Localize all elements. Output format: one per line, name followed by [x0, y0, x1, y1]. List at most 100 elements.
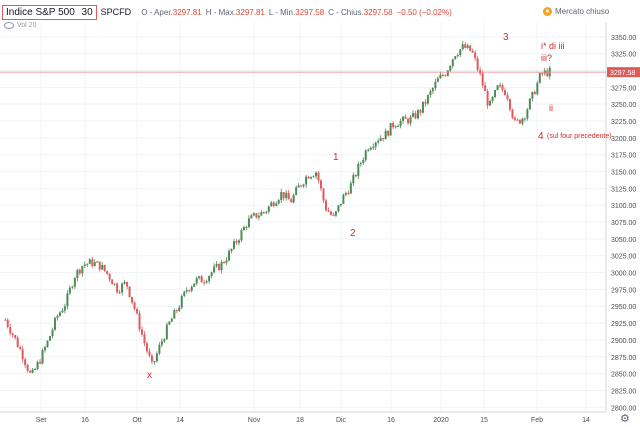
candle-body	[198, 276, 201, 279]
candle-body	[86, 263, 89, 265]
x-tick-label: 15	[480, 417, 488, 424]
candle-body	[103, 264, 106, 272]
candle-body	[451, 59, 454, 67]
candle-body	[416, 110, 419, 119]
x-tick-label: Ott	[132, 417, 141, 424]
volume-indicator[interactable]: Vol 20	[4, 22, 36, 29]
candle-body	[454, 56, 457, 60]
candle-body	[252, 213, 255, 216]
candle-body	[220, 262, 223, 271]
candle-body	[394, 126, 397, 128]
candle-body	[262, 212, 265, 214]
wave-label: 3	[503, 32, 509, 43]
candle-body	[302, 184, 305, 187]
x-tick-label: 14	[582, 417, 590, 424]
y-tick-label: 3000.00	[611, 271, 636, 278]
candle-body	[496, 85, 499, 91]
candle-body	[237, 240, 240, 243]
candle-body	[245, 226, 248, 228]
candle-body	[367, 149, 370, 151]
candle-body	[516, 119, 519, 121]
candle-body	[14, 335, 17, 338]
y-tick-label: 3025.00	[611, 254, 636, 261]
candle-body	[324, 200, 327, 211]
candle-body	[494, 90, 497, 98]
candle-body	[49, 336, 51, 341]
candle-body	[272, 202, 275, 206]
candle-body	[136, 309, 139, 314]
candle-body	[508, 99, 511, 110]
y-tick-label: 3350.00	[611, 35, 636, 42]
candle-body	[421, 101, 424, 113]
eye-icon[interactable]	[4, 22, 14, 29]
candle-body	[93, 262, 96, 266]
y-tick-label: 2925.00	[611, 321, 636, 328]
candle-body	[399, 120, 402, 126]
candle-body	[88, 259, 91, 264]
candle-body	[429, 91, 432, 96]
candle-body	[344, 192, 347, 195]
candle-body	[364, 150, 367, 160]
candle-body	[39, 361, 42, 364]
candle-body	[528, 98, 531, 110]
wave-label: x	[147, 370, 152, 381]
candle-body	[128, 286, 131, 297]
candle-body	[113, 283, 116, 285]
y-tick-label: 2825.00	[611, 388, 636, 395]
candle-body	[282, 192, 285, 199]
candle-body	[61, 310, 64, 313]
candle-body	[486, 91, 489, 106]
candle-body	[131, 296, 134, 303]
candle-body	[387, 130, 390, 136]
candle-body	[138, 313, 141, 330]
candle-body	[424, 101, 427, 104]
candle-body	[257, 215, 260, 218]
candle-body	[546, 70, 549, 77]
candle-body	[53, 317, 56, 330]
candle-body	[188, 290, 191, 292]
candle-body	[419, 110, 422, 113]
candle-body	[476, 58, 479, 70]
candle-body	[392, 123, 395, 128]
candle-body	[180, 296, 183, 308]
candle-body	[354, 175, 357, 177]
candle-body	[267, 206, 270, 212]
candle-body	[404, 116, 407, 119]
candle-body	[71, 286, 74, 288]
candle-body	[426, 95, 429, 104]
candle-body	[541, 73, 544, 75]
candle-body	[36, 361, 39, 369]
candle-body	[44, 346, 47, 351]
candle-body	[322, 188, 325, 201]
y-tick-label: 3200.00	[611, 136, 636, 143]
candle-body	[456, 55, 459, 57]
candle-body	[183, 291, 186, 297]
change-value: −0.50 (−0.02%)	[396, 7, 452, 17]
candle-body	[29, 370, 32, 373]
candle-body	[31, 369, 34, 373]
symbol-box[interactable]: Indice S&P 500 30	[2, 4, 97, 20]
y-tick-label: 3050.00	[611, 237, 636, 244]
y-tick-label: 3275.00	[611, 85, 636, 92]
candle-body	[121, 283, 124, 293]
candle-body	[384, 130, 387, 140]
y-tick-label: 3150.00	[611, 170, 636, 177]
candle-body	[526, 109, 529, 119]
gear-icon[interactable]: ⚙	[620, 413, 630, 425]
candle-body	[83, 264, 86, 266]
close-label: C - Chius.	[328, 7, 364, 17]
market-status-label: Mercato chiuso	[555, 7, 610, 16]
y-tick-label: 2850.00	[611, 372, 636, 379]
candle-body	[19, 347, 22, 350]
y-tick-label: 3175.00	[611, 153, 636, 160]
candle-body	[58, 312, 61, 316]
candle-body	[51, 329, 54, 337]
candle-body	[106, 271, 109, 274]
candle-body	[489, 101, 492, 106]
candle-body	[118, 292, 121, 294]
candle-body	[170, 318, 173, 322]
candle-body	[409, 116, 412, 124]
candle-body	[225, 260, 228, 263]
candle-body	[255, 213, 258, 218]
